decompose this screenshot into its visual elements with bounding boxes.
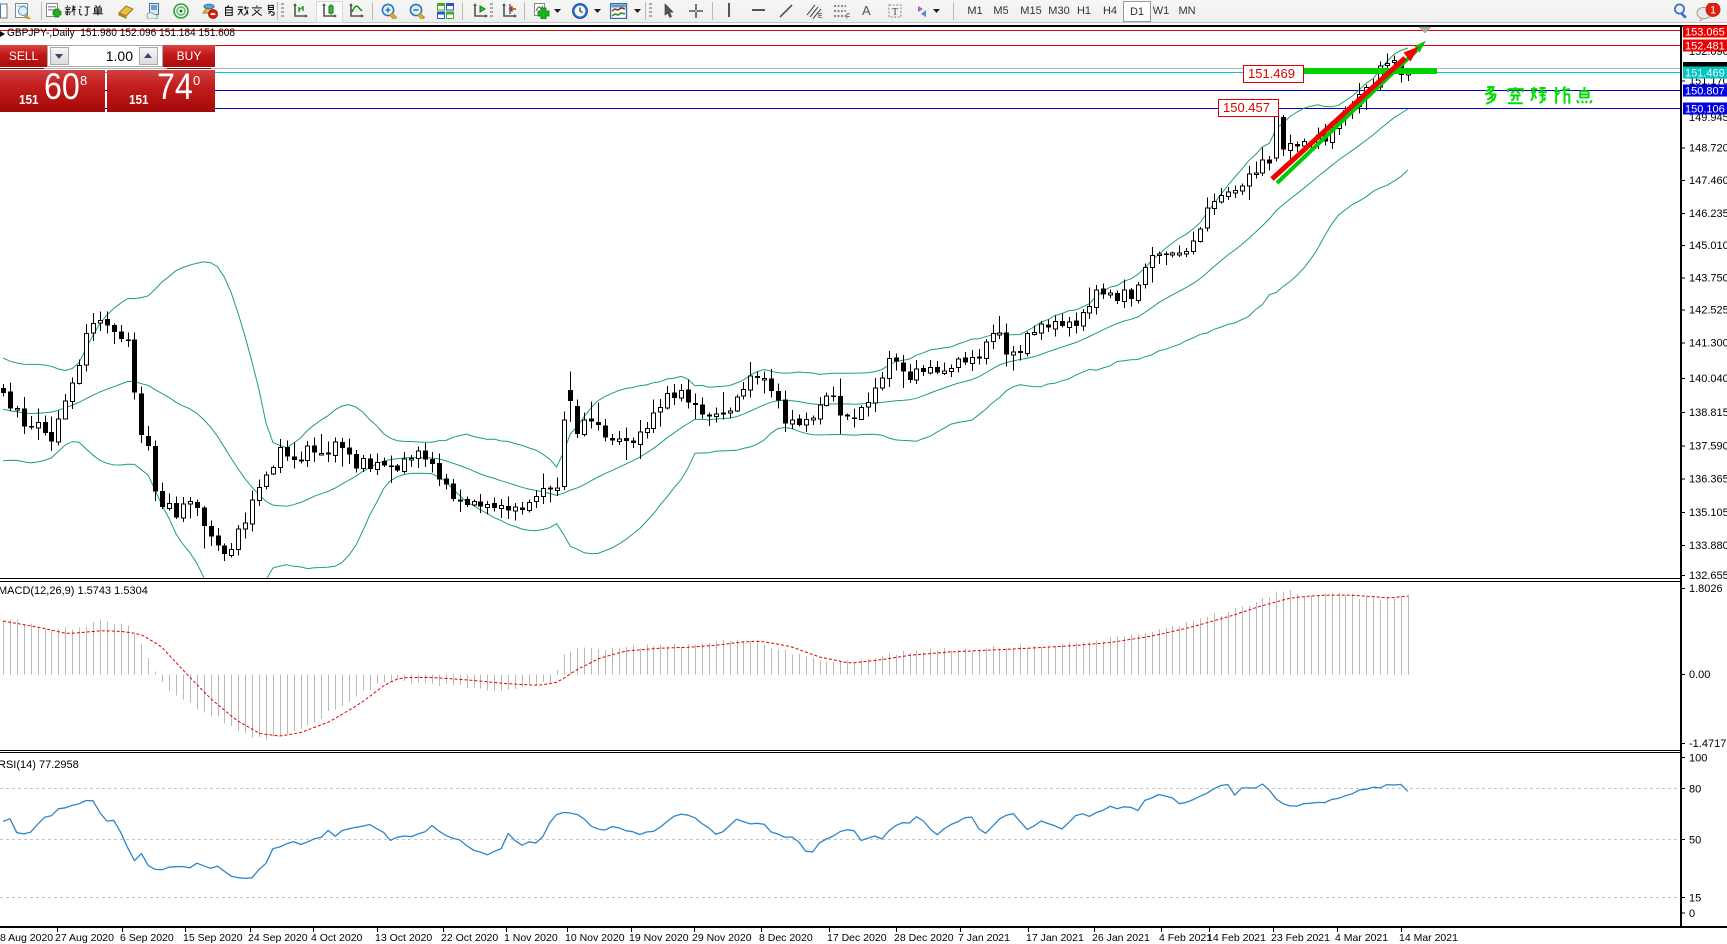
svg-text:17 Dec 2020: 17 Dec 2020 (827, 932, 887, 944)
svg-text:MACD(12,26,9) 1.5743 1.5304: MACD(12,26,9) 1.5743 1.5304 (0, 585, 148, 597)
svg-text:152.481: 152.481 (1685, 41, 1725, 53)
svg-text:29 Nov 2020: 29 Nov 2020 (692, 932, 752, 944)
svg-text:24 Sep 2020: 24 Sep 2020 (248, 932, 308, 944)
svg-text:132.655: 132.655 (1689, 570, 1727, 582)
svg-text:7 Jan 2021: 7 Jan 2021 (958, 932, 1010, 944)
svg-text:E: E (818, 13, 823, 19)
svg-text:0: 0 (1689, 908, 1695, 920)
svg-text:143.750: 143.750 (1689, 272, 1727, 284)
svg-text:22 Oct 2020: 22 Oct 2020 (441, 932, 498, 944)
svg-text:17 Jan 2021: 17 Jan 2021 (1026, 932, 1084, 944)
svg-text:15: 15 (1689, 893, 1701, 905)
svg-text:151.469: 151.469 (1248, 66, 1295, 81)
svg-text:137.590: 137.590 (1689, 441, 1727, 453)
svg-text:146.235: 146.235 (1689, 208, 1727, 220)
svg-text:8 Aug 2020: 8 Aug 2020 (0, 932, 53, 944)
svg-text:150.106: 150.106 (1685, 104, 1725, 116)
svg-text:T: T (892, 7, 898, 18)
svg-text:19 Nov 2020: 19 Nov 2020 (629, 932, 689, 944)
svg-text:141.300: 141.300 (1689, 338, 1727, 350)
svg-text:28 Dec 2020: 28 Dec 2020 (894, 932, 954, 944)
svg-text:8 Dec 2020: 8 Dec 2020 (759, 932, 813, 944)
svg-text:14 Feb 2021: 14 Feb 2021 (1207, 932, 1266, 944)
svg-text:F: F (846, 14, 850, 20)
svg-text:145.010: 145.010 (1689, 240, 1727, 252)
svg-text:133.880: 133.880 (1689, 540, 1727, 552)
svg-text:151.469: 151.469 (1685, 68, 1725, 80)
svg-text:80: 80 (1689, 784, 1701, 796)
svg-text:149.945: 149.945 (1689, 112, 1727, 124)
svg-text:150.457: 150.457 (1223, 100, 1270, 115)
svg-text:4 Mar 2021: 4 Mar 2021 (1335, 932, 1388, 944)
svg-text:13 Oct 2020: 13 Oct 2020 (375, 932, 432, 944)
svg-text:6 Sep 2020: 6 Sep 2020 (120, 932, 174, 944)
svg-text:RSI(14) 77.2958: RSI(14) 77.2958 (0, 759, 79, 771)
svg-text:142.525: 142.525 (1689, 305, 1727, 317)
svg-text:4 Feb 2021: 4 Feb 2021 (1159, 932, 1212, 944)
svg-text:1: 1 (1710, 5, 1716, 17)
svg-text:0.00: 0.00 (1689, 669, 1710, 681)
svg-text:14 Mar 2021: 14 Mar 2021 (1399, 932, 1458, 944)
svg-text:-1.4717: -1.4717 (1689, 738, 1726, 750)
svg-text:50: 50 (1689, 835, 1701, 847)
svg-text:1.8026: 1.8026 (1689, 583, 1723, 595)
svg-text:4 Oct 2020: 4 Oct 2020 (311, 932, 363, 944)
svg-text:150.807: 150.807 (1685, 86, 1725, 98)
svg-text:138.815: 138.815 (1689, 407, 1727, 419)
svg-text:135.105: 135.105 (1689, 507, 1727, 519)
svg-text:153.065: 153.065 (1685, 27, 1725, 39)
svg-text:136.365: 136.365 (1689, 474, 1727, 486)
svg-text:23 Feb 2021: 23 Feb 2021 (1271, 932, 1330, 944)
svg-text:148.720: 148.720 (1689, 143, 1727, 155)
svg-text:10 Nov 2020: 10 Nov 2020 (565, 932, 625, 944)
svg-text:1 Nov 2020: 1 Nov 2020 (504, 932, 558, 944)
svg-text:26 Jan 2021: 26 Jan 2021 (1092, 932, 1150, 944)
svg-text:147.460: 147.460 (1689, 175, 1727, 187)
svg-text:15 Sep 2020: 15 Sep 2020 (183, 932, 243, 944)
svg-text:27 Aug 2020: 27 Aug 2020 (55, 932, 114, 944)
svg-text:100: 100 (1689, 753, 1707, 765)
svg-text:140.040: 140.040 (1689, 373, 1727, 385)
